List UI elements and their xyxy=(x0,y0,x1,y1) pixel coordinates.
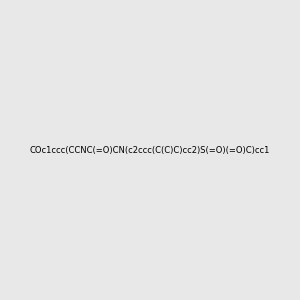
Text: COc1ccc(CCNC(=O)CN(c2ccc(C(C)C)cc2)S(=O)(=O)C)cc1: COc1ccc(CCNC(=O)CN(c2ccc(C(C)C)cc2)S(=O)… xyxy=(30,146,270,154)
